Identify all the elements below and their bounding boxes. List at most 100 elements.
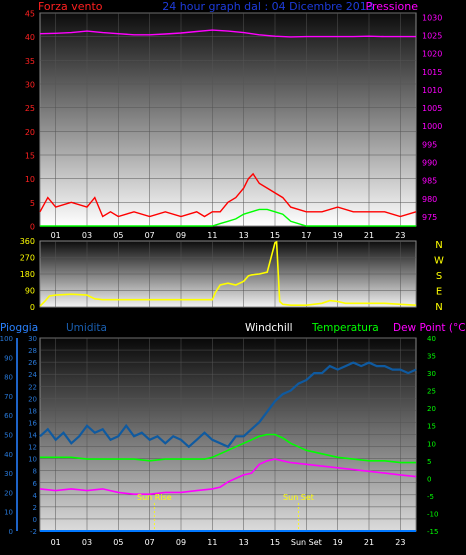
chart-title: 24 hour graph dal : 04 Dicembre 2013 [162, 0, 373, 13]
temp-tick-label: 0 [427, 475, 431, 483]
humidity-tick-label: 26 [28, 359, 37, 367]
series-humidity [39, 361, 417, 449]
annotation-label: Sun Rise [137, 493, 172, 502]
pressure-tick-label: 985 [422, 177, 437, 186]
temp-tick-label: 35 [427, 353, 436, 361]
time-tick-label: 13 [239, 231, 249, 240]
wind-tick-label: 30 [25, 81, 35, 90]
temp-tick-label: 5 [427, 458, 431, 466]
humidity-tick-label: 24 [28, 371, 37, 379]
wind-tick-label: 5 [30, 199, 35, 208]
legend-entry: Windchill [245, 322, 293, 334]
panel1-tick-labels: 0510152025303540459759809859909951000100… [25, 10, 443, 241]
temp-tick-label: 10 [427, 440, 436, 448]
rain-tick-label: 90 [4, 354, 13, 362]
wind-tick-label: 0 [30, 223, 35, 232]
rain-tick-label: 100 [0, 335, 13, 343]
rain-tick-label: 20 [4, 489, 13, 497]
wind-tick-label: 40 [25, 33, 35, 42]
time-tick-label: 15 [270, 231, 280, 240]
humidity-tick-label: 0 [33, 516, 37, 524]
pressure-tick-label: 1030 [422, 13, 442, 22]
annotation-label: Sun Set [283, 493, 314, 502]
panel3-legend: Pioggia Umidita Windchill Temperatura Dew Po… [0, 322, 466, 334]
humidity-tick-label: 18 [28, 407, 37, 415]
time-tick-label: 11 [207, 538, 217, 547]
time-tick-label: 17 [301, 231, 311, 240]
time-tick-label: 19 [333, 538, 343, 547]
temp-tick-label: 15 [427, 423, 436, 431]
wind-tick-label: 35 [25, 57, 35, 66]
time-tick-label: 03 [82, 538, 92, 547]
pressure-tick-label: 995 [422, 140, 437, 149]
wind-axis-title: Forza vento [38, 0, 103, 13]
humidity-tick-label: 4 [33, 492, 38, 500]
panel1-gridlines [40, 12, 416, 226]
time-tick-label: 19 [333, 231, 343, 240]
series-wind_gust [39, 172, 417, 218]
time-tick-label: 05 [113, 538, 123, 547]
humidity-tick-label: 14 [28, 432, 37, 440]
humidity-tick-label: 12 [28, 444, 37, 452]
time-tick-label: 15 [270, 538, 280, 547]
rain-tick-label: 70 [4, 393, 13, 401]
panel3-annotations: Sun Rise Sun Set [137, 493, 314, 531]
series-direction [39, 240, 417, 307]
compass-label: S [436, 271, 442, 282]
panel3-gridlines [16, 337, 416, 532]
time-tick-label: 23 [395, 231, 405, 240]
humidity-tick-label: 22 [28, 383, 37, 391]
direction-tick-label: 0 [30, 303, 35, 312]
wind-tick-label: 25 [25, 104, 35, 113]
compass-label: N [435, 240, 442, 251]
humidity-tick-label: 2 [33, 504, 37, 512]
time-tick-label: 09 [176, 231, 186, 240]
time-tick-label: 09 [176, 538, 186, 547]
time-tick-label: 03 [82, 231, 92, 240]
wind-tick-label: 10 [25, 175, 35, 184]
pressure-tick-label: 975 [422, 213, 437, 222]
series-dewpoint [39, 458, 417, 496]
rain-tick-label: 10 [4, 509, 13, 517]
pressure-tick-label: 1000 [422, 122, 442, 131]
legend-entry: Temperatura [311, 322, 379, 334]
direction-tick-label: 90 [25, 287, 35, 296]
humidity-tick-label: 16 [28, 419, 37, 427]
temp-tick-label: 25 [427, 388, 436, 396]
humidity-tick-label: 28 [28, 347, 37, 355]
time-tick-label: Sun Set [291, 538, 322, 547]
time-tick-label: 01 [51, 231, 61, 240]
temp-tick-label: -5 [427, 493, 434, 501]
compass-label: E [436, 287, 442, 298]
pressure-tick-label: 1020 [422, 50, 442, 59]
panel3-tick-labels: 0102030405060708090100-20246810121416182… [0, 335, 438, 547]
series-wind_avg [40, 208, 416, 227]
temp-tick-label: 30 [427, 370, 436, 378]
time-tick-label: 13 [239, 538, 249, 547]
temp-tick-label: -15 [427, 528, 438, 536]
time-tick-label: 05 [113, 231, 123, 240]
wind-tick-label: 20 [25, 128, 35, 137]
time-tick-label: 07 [145, 538, 155, 547]
pressure-tick-label: 1005 [422, 104, 442, 113]
humidity-tick-label: 20 [28, 395, 37, 403]
rain-tick-label: 40 [4, 451, 13, 459]
direction-tick-label: 180 [20, 270, 35, 279]
series-temperature [40, 433, 416, 464]
rain-tick-label: 0 [9, 528, 13, 536]
temp-tick-label: 40 [427, 335, 436, 343]
time-tick-label: 21 [364, 231, 374, 240]
panel3-series [39, 361, 417, 532]
humidity-tick-label: 8 [33, 468, 37, 476]
time-tick-label: 11 [207, 231, 217, 240]
panel1-series [39, 29, 417, 227]
legend-entry: Dew Point (°C) [393, 322, 466, 334]
legend-entry: Pioggia [0, 322, 38, 334]
humidity-tick-label: 10 [28, 456, 37, 464]
compass-label: N [435, 302, 442, 313]
direction-tick-label: 270 [20, 254, 35, 263]
rain-tick-label: 50 [4, 432, 13, 440]
wind-tick-label: 15 [25, 152, 35, 161]
